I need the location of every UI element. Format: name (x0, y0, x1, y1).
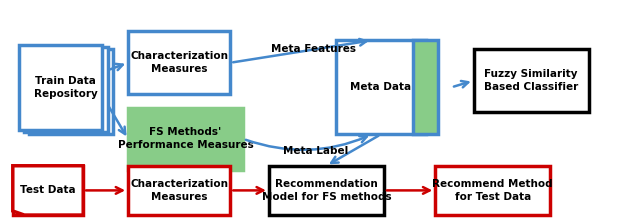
FancyBboxPatch shape (13, 166, 83, 215)
FancyBboxPatch shape (435, 166, 550, 215)
Polygon shape (13, 166, 83, 215)
FancyBboxPatch shape (24, 47, 108, 132)
Text: Fuzzy Similarity
Based Classifier: Fuzzy Similarity Based Classifier (484, 69, 579, 92)
Text: Recommendation
Model for FS methods: Recommendation Model for FS methods (262, 179, 391, 202)
FancyBboxPatch shape (336, 40, 426, 134)
FancyBboxPatch shape (269, 166, 384, 215)
Text: Train Data
Repository: Train Data Repository (34, 76, 98, 99)
Text: Meta Features: Meta Features (271, 44, 356, 54)
Text: Test Data: Test Data (20, 185, 76, 195)
FancyBboxPatch shape (19, 45, 102, 130)
FancyBboxPatch shape (128, 166, 230, 215)
FancyBboxPatch shape (413, 40, 438, 134)
FancyBboxPatch shape (474, 49, 589, 112)
Text: Characterization
Measures: Characterization Measures (130, 179, 228, 202)
FancyBboxPatch shape (128, 108, 243, 170)
Text: Test Data: Test Data (20, 185, 76, 195)
Text: Recommend Method
for Test Data: Recommend Method for Test Data (433, 179, 553, 202)
FancyBboxPatch shape (128, 31, 230, 94)
Text: FS Methods'
Performance Measures: FS Methods' Performance Measures (118, 127, 253, 151)
Text: Meta Label: Meta Label (283, 146, 348, 156)
FancyBboxPatch shape (29, 49, 113, 134)
Text: Characterization
Measures: Characterization Measures (130, 51, 228, 74)
Text: Meta Data: Meta Data (350, 82, 412, 92)
